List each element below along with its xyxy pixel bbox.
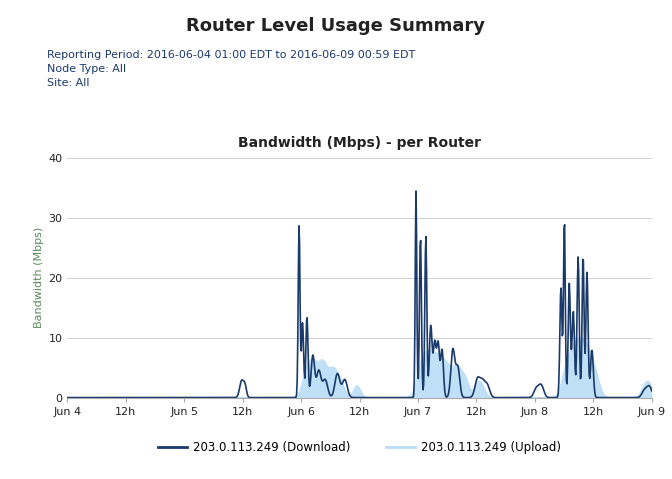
- Title: Bandwidth (Mbps) - per Router: Bandwidth (Mbps) - per Router: [238, 136, 481, 150]
- Text: Reporting Period: 2016-06-04 01:00 EDT to 2016-06-09 00:59 EDT
Node Type: All
Si: Reporting Period: 2016-06-04 01:00 EDT t…: [47, 50, 415, 88]
- Y-axis label: Bandwidth (Mbps): Bandwidth (Mbps): [34, 227, 44, 329]
- Text: Router Level Usage Summary: Router Level Usage Summary: [187, 17, 485, 35]
- Legend: 203.0.113.249 (Download), 203.0.113.249 (Upload): 203.0.113.249 (Download), 203.0.113.249 …: [153, 436, 566, 459]
